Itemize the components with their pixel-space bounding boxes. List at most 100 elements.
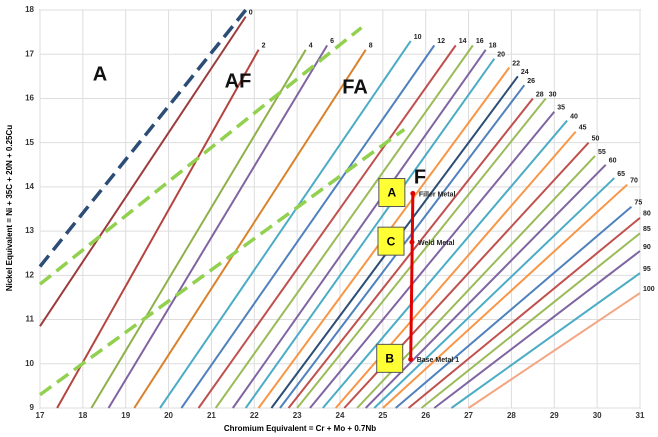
line-label: 6 [330, 38, 334, 45]
x-tick-label: 21 [207, 411, 216, 420]
region-label: A [93, 63, 107, 85]
fn-line [133, 49, 367, 409]
y-tick-label: 12 [25, 270, 34, 279]
y-tick-label: 16 [25, 94, 34, 103]
x-tick-label: 31 [636, 411, 645, 420]
line-label: 26 [527, 78, 535, 85]
fn-line [373, 177, 615, 409]
line-label: 12 [437, 38, 445, 45]
x-tick-label: 25 [378, 411, 387, 420]
line-label: 50 [592, 136, 600, 143]
line-label: 24 [521, 69, 529, 76]
x-tick-label: 27 [464, 411, 473, 420]
point [409, 239, 415, 245]
y-tick-label: 10 [25, 359, 34, 368]
fn-line [56, 49, 260, 409]
dilution-line [409, 193, 415, 360]
fn-line [296, 97, 547, 409]
x-tick-label: 22 [250, 411, 259, 420]
y-tick-label: 15 [25, 138, 34, 147]
line-label: 65 [617, 171, 625, 178]
line-label: 30 [549, 91, 557, 98]
point-label: A [388, 186, 397, 200]
x-tick-label: 26 [421, 411, 430, 420]
line-label: 45 [579, 124, 587, 131]
x-tick-label: 24 [336, 411, 345, 420]
point-box [377, 226, 405, 256]
fn-line [197, 44, 457, 409]
y-tick-label: 13 [25, 226, 34, 235]
y-tick-label: 11 [26, 315, 35, 324]
fn-line [159, 40, 412, 409]
line-label: 70 [630, 178, 638, 185]
line-label: 80 [643, 211, 651, 218]
fn-line [322, 119, 568, 409]
y-tick-label: 9 [30, 403, 35, 412]
line-label: 2 [262, 43, 266, 50]
x-tick-label: 19 [121, 411, 130, 420]
line-label: 20 [497, 51, 505, 58]
fn-line [420, 232, 641, 409]
fn-line [468, 292, 641, 409]
fn-line [382, 183, 628, 409]
x-tick-label: 17 [36, 411, 45, 420]
point-box [376, 343, 404, 373]
line-label: 0 [249, 9, 253, 16]
point-name: Weld Metal [418, 240, 454, 247]
fn-line [214, 44, 474, 409]
line-label: 4 [309, 43, 313, 50]
boundary-line [38, 127, 406, 397]
x-tick-label: 20 [164, 411, 173, 420]
point-name: Filler Metal [419, 191, 456, 198]
line-label: 16 [476, 38, 484, 45]
line-label: 100 [643, 286, 655, 293]
line-label: 40 [570, 113, 578, 120]
line-label: 22 [512, 60, 520, 67]
point-name: Base Metal 1 [417, 357, 460, 364]
line-label: 85 [643, 226, 651, 233]
fn-line [244, 58, 496, 409]
x-tick-label: 28 [507, 411, 516, 420]
x-tick-label: 23 [293, 411, 302, 420]
fn-line [450, 272, 641, 409]
line-label: 95 [643, 266, 651, 273]
region-label: F [414, 166, 426, 188]
fn-line [365, 164, 607, 409]
fn-line [39, 16, 247, 327]
y-tick-label: 17 [25, 49, 34, 58]
line-label: 55 [598, 149, 606, 156]
fn-line [232, 49, 487, 409]
line-label: 10 [414, 34, 422, 41]
line-label: 75 [634, 200, 642, 207]
fn-line [309, 111, 556, 409]
point-label: B [385, 352, 394, 366]
fn-line [334, 130, 577, 409]
fn-line [90, 49, 307, 409]
y-axis-title: Nickel Equivalent = Ni + 35C + 20N + 0.2… [5, 125, 14, 291]
line-label: 90 [643, 244, 651, 251]
fn-line [180, 44, 436, 409]
y-tick-label: 18 [25, 5, 34, 14]
region-label: AF [225, 70, 252, 92]
point-box [378, 178, 406, 208]
fn-line [395, 206, 633, 409]
line-label: 18 [489, 43, 497, 50]
line-label: 60 [609, 158, 617, 165]
fn-line [107, 44, 328, 409]
boundary-line [38, 8, 248, 268]
boundary-line [38, 26, 363, 286]
x-tick-label: 29 [550, 411, 559, 420]
point [408, 356, 414, 362]
line-label: 35 [557, 105, 565, 112]
fn-line [433, 250, 641, 409]
line-label: 28 [536, 91, 544, 98]
line-label: 8 [369, 43, 373, 50]
point-label: C [387, 234, 396, 248]
region-label: FA [342, 76, 368, 98]
fn-line [407, 217, 641, 409]
y-tick-label: 14 [25, 182, 34, 191]
x-tick-label: 30 [593, 411, 602, 420]
x-tick-label: 18 [78, 411, 87, 420]
point [410, 191, 416, 197]
